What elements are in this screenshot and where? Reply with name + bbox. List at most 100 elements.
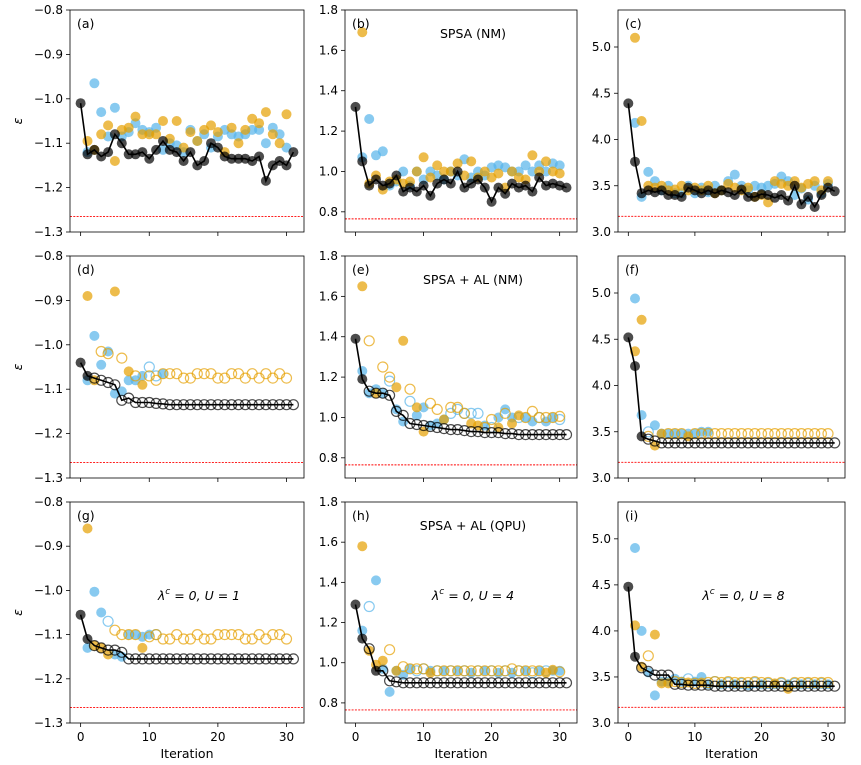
orange-point [729, 428, 741, 440]
y-tick-label: −1.2 [34, 672, 63, 686]
orange-point [755, 428, 768, 440]
orange-point [492, 665, 504, 677]
y-tick-label: 3.0 [592, 225, 611, 239]
orange-point [137, 379, 148, 390]
orange-point [137, 642, 148, 653]
x-tick-label: 10 [687, 730, 702, 744]
black-point [116, 394, 128, 406]
y-tick-label: 1.4 [319, 575, 338, 589]
orange-point [669, 428, 681, 440]
black-point [143, 396, 155, 409]
x-tick-label: 30 [820, 730, 835, 744]
blue-point [404, 395, 416, 407]
blue-point [89, 78, 100, 89]
orange-point [404, 383, 416, 395]
axes-frame [617, 9, 846, 233]
orange-point [465, 665, 477, 677]
y-tick-label: 4.0 [592, 624, 611, 638]
black-point [676, 191, 687, 202]
panel-label: (d) [77, 262, 95, 277]
orange-point [439, 414, 449, 425]
orange-point [445, 665, 457, 677]
y-tick-label: −1.3 [34, 716, 63, 730]
black-point [184, 653, 196, 665]
black-point [424, 420, 436, 433]
black-point [397, 677, 409, 689]
orange-point [742, 428, 754, 440]
orange-point [411, 166, 422, 177]
orange-point [735, 676, 748, 689]
black-point [749, 437, 761, 449]
black-point [662, 669, 674, 681]
black-point [675, 437, 688, 449]
orange-point [795, 428, 808, 440]
x-axis-label: Iteration [705, 746, 758, 761]
x-tick-label: 20 [484, 730, 499, 744]
black-point [702, 437, 714, 449]
black-point [762, 680, 774, 692]
orange-point [466, 156, 477, 167]
blue-point [96, 359, 107, 370]
blue-point [398, 416, 409, 427]
black-series-line [79, 362, 294, 406]
black-point [789, 680, 801, 692]
orange-point [630, 32, 640, 43]
black-point [816, 190, 827, 200]
black-point [384, 178, 395, 189]
orange-point [116, 352, 128, 364]
black-point [199, 156, 210, 166]
black-point [520, 180, 531, 191]
y-tick-label: 3.0 [592, 716, 611, 730]
black-point [357, 633, 368, 644]
black-point [630, 651, 640, 662]
orange-point [547, 664, 558, 675]
orange-point [815, 676, 828, 689]
y-tick-label: 4.5 [592, 86, 611, 100]
blue-point [109, 102, 120, 113]
black-point [82, 370, 93, 381]
black-point [560, 429, 573, 441]
black-point [102, 376, 114, 389]
orange-point [425, 667, 436, 678]
black-point [479, 677, 491, 689]
black-point [431, 421, 443, 434]
black-point [445, 178, 456, 189]
orange-point [357, 281, 368, 292]
y-tick-label: −0.8 [34, 3, 63, 17]
black-point [623, 332, 634, 343]
black-point [287, 653, 299, 665]
black-point [729, 680, 741, 692]
orange-point [749, 428, 761, 440]
black-point [212, 653, 224, 665]
black-point [75, 98, 86, 109]
blue-point [520, 160, 531, 171]
black-point [636, 431, 647, 442]
blue-point [96, 607, 107, 618]
orange-point [479, 665, 491, 677]
y-tick-label: 0.8 [319, 451, 338, 465]
panel-annotation: λc = 0, U = 8 [701, 587, 784, 603]
orange-point [507, 166, 517, 177]
black-point [123, 653, 135, 665]
black-point [795, 680, 808, 692]
y-tick-label: 1.6 [319, 535, 338, 549]
orange-point [802, 676, 814, 689]
black-point [232, 653, 245, 665]
blue-point [445, 407, 457, 419]
orange-point [158, 116, 168, 126]
orange-point [157, 368, 169, 380]
black-point [82, 634, 93, 644]
black-point [260, 175, 271, 186]
orange-point [519, 411, 532, 424]
black-point [267, 653, 279, 665]
black-point [675, 678, 688, 690]
black-point [219, 653, 231, 665]
orange-point [547, 411, 559, 424]
orange-point [164, 368, 176, 380]
orange-point [116, 628, 128, 641]
black-point [775, 437, 788, 449]
black-point [709, 680, 721, 692]
y-tick-label: 1.0 [319, 410, 338, 424]
orange-point [143, 631, 155, 643]
orange-point [527, 150, 538, 161]
